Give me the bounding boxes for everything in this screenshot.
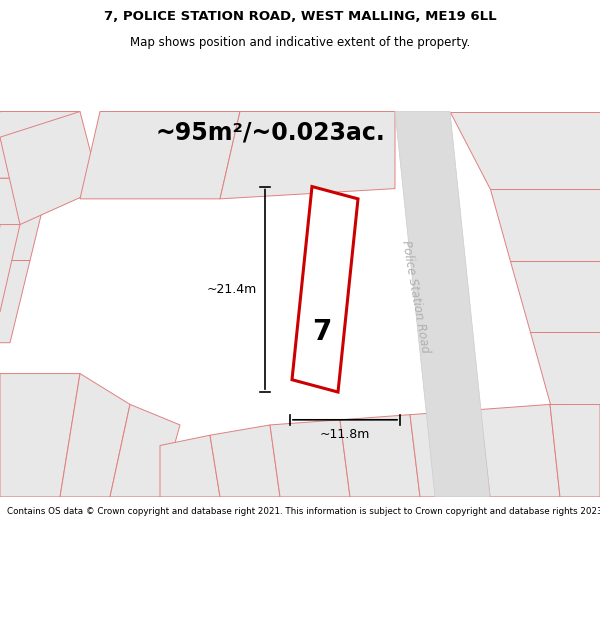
Polygon shape — [270, 420, 350, 497]
Polygon shape — [80, 111, 240, 199]
Polygon shape — [490, 189, 600, 261]
Polygon shape — [0, 224, 20, 312]
Polygon shape — [292, 186, 358, 392]
Polygon shape — [0, 111, 100, 224]
Polygon shape — [60, 374, 130, 497]
Polygon shape — [0, 374, 80, 497]
Text: ~21.4m: ~21.4m — [207, 282, 257, 296]
Polygon shape — [510, 261, 600, 332]
Polygon shape — [395, 111, 490, 497]
Text: Contains OS data © Crown copyright and database right 2021. This information is : Contains OS data © Crown copyright and d… — [7, 507, 600, 516]
Polygon shape — [340, 414, 420, 497]
Polygon shape — [550, 402, 600, 497]
Text: Map shows position and indicative extent of the property.: Map shows position and indicative extent… — [130, 36, 470, 49]
Polygon shape — [160, 435, 220, 497]
Polygon shape — [220, 111, 395, 199]
Text: ~95m²/~0.023ac.: ~95m²/~0.023ac. — [155, 120, 385, 144]
Polygon shape — [110, 404, 180, 497]
Polygon shape — [410, 409, 490, 497]
Polygon shape — [210, 425, 280, 497]
Text: 7, POLICE STATION ROAD, WEST MALLING, ME19 6LL: 7, POLICE STATION ROAD, WEST MALLING, ME… — [104, 10, 496, 23]
Polygon shape — [0, 111, 80, 178]
Text: 7: 7 — [313, 319, 332, 346]
Polygon shape — [0, 178, 50, 261]
Text: Police Station Road: Police Station Road — [398, 239, 431, 354]
Polygon shape — [530, 332, 600, 404]
Polygon shape — [0, 261, 30, 343]
Text: ~11.8m: ~11.8m — [320, 428, 370, 441]
Polygon shape — [450, 111, 600, 189]
Polygon shape — [480, 404, 560, 497]
